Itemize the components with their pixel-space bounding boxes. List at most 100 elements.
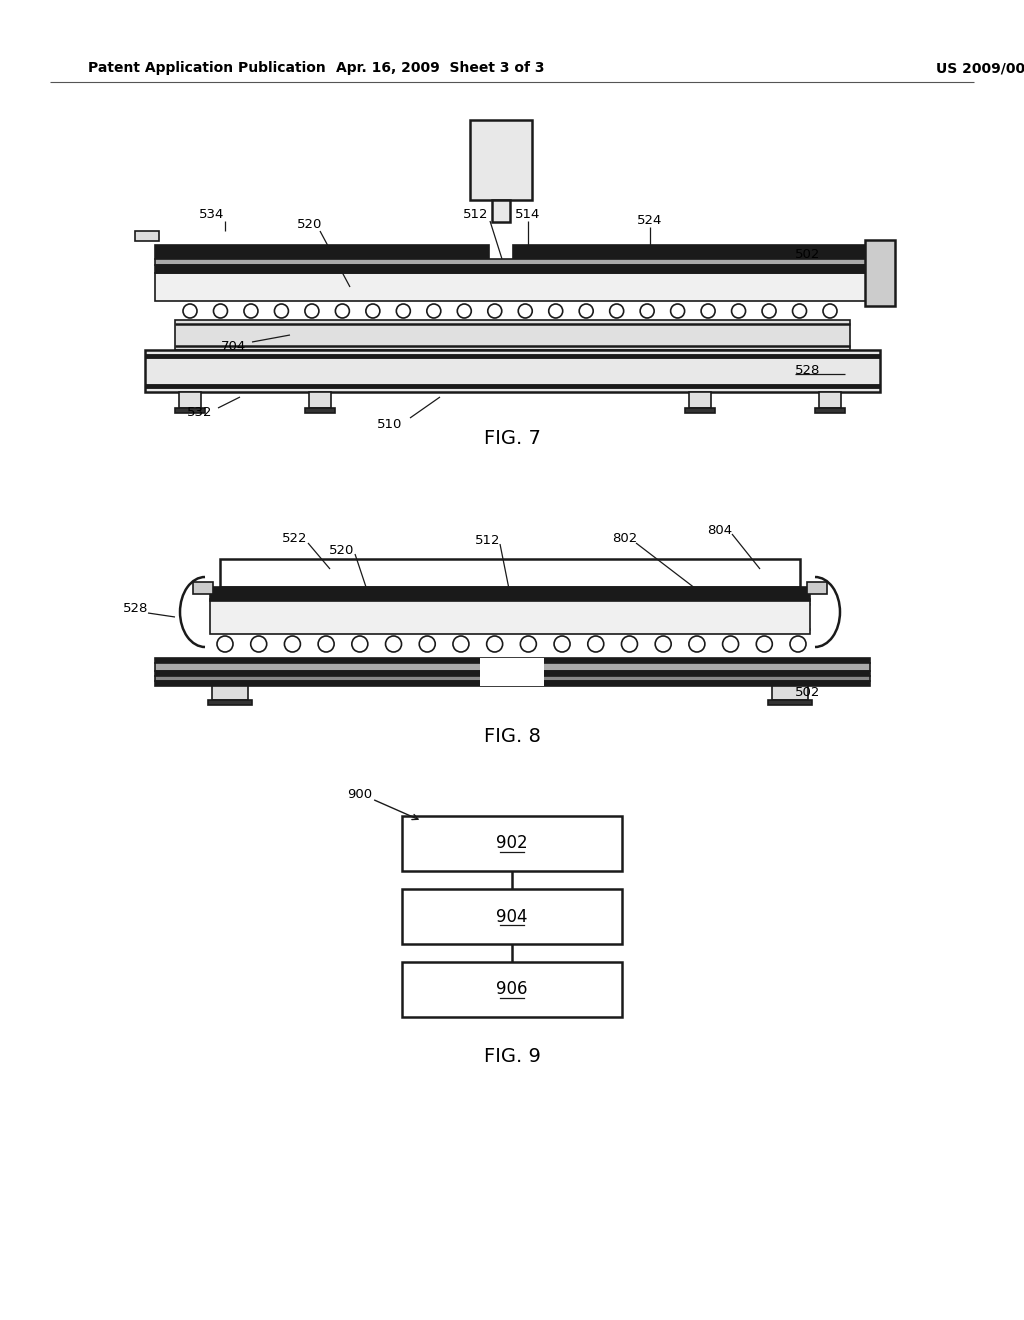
Circle shape (336, 304, 349, 318)
Circle shape (622, 636, 638, 652)
Bar (135, 231, 159, 242)
Circle shape (285, 636, 300, 652)
Circle shape (274, 304, 289, 318)
Bar (309, 392, 331, 408)
Circle shape (757, 636, 772, 652)
Bar (212, 686, 248, 700)
Bar (155, 676, 870, 681)
Circle shape (549, 304, 563, 318)
Circle shape (823, 304, 837, 318)
Text: 534: 534 (200, 209, 224, 222)
Circle shape (458, 304, 471, 318)
Bar (402, 816, 622, 871)
Circle shape (640, 304, 654, 318)
Bar (155, 246, 489, 259)
Circle shape (427, 304, 440, 318)
Bar (155, 273, 870, 301)
Text: FIG. 9: FIG. 9 (483, 1048, 541, 1067)
Bar (402, 888, 622, 944)
Circle shape (487, 304, 502, 318)
Text: 510: 510 (377, 417, 402, 430)
Text: FIG. 8: FIG. 8 (483, 726, 541, 746)
Text: 502: 502 (795, 686, 820, 700)
Text: 528: 528 (123, 602, 148, 615)
Circle shape (366, 304, 380, 318)
Circle shape (419, 636, 435, 652)
Text: FIG. 7: FIG. 7 (483, 429, 541, 447)
Text: 512: 512 (475, 533, 501, 546)
Text: 900: 900 (347, 788, 373, 800)
Circle shape (731, 304, 745, 318)
Text: 904: 904 (497, 908, 527, 925)
Text: 804: 804 (708, 524, 732, 536)
Circle shape (352, 636, 368, 652)
Bar (155, 265, 870, 273)
Circle shape (609, 304, 624, 318)
Bar (155, 663, 870, 671)
Bar (145, 350, 880, 392)
Bar (210, 599, 810, 634)
Circle shape (244, 304, 258, 318)
Bar (772, 686, 808, 700)
Circle shape (385, 636, 401, 652)
Circle shape (518, 304, 532, 318)
Circle shape (396, 304, 411, 318)
Bar (193, 582, 213, 594)
Bar (175, 408, 205, 413)
Text: 514: 514 (515, 209, 541, 222)
Circle shape (213, 304, 227, 318)
Bar (492, 201, 510, 222)
Circle shape (655, 636, 671, 652)
Bar (220, 558, 800, 587)
Text: 520: 520 (297, 219, 323, 231)
Bar (865, 240, 895, 306)
Bar (470, 120, 532, 201)
Text: 704: 704 (221, 339, 246, 352)
Bar (807, 582, 827, 594)
Circle shape (305, 304, 318, 318)
Circle shape (671, 304, 685, 318)
Bar (685, 408, 715, 413)
Circle shape (588, 636, 604, 652)
Circle shape (520, 636, 537, 652)
Circle shape (251, 636, 266, 652)
Circle shape (580, 304, 593, 318)
Bar (155, 657, 870, 663)
Text: Apr. 16, 2009  Sheet 3 of 3: Apr. 16, 2009 Sheet 3 of 3 (336, 61, 544, 75)
Bar (305, 408, 335, 413)
Bar (208, 700, 252, 705)
Circle shape (790, 636, 806, 652)
Bar (819, 392, 841, 408)
Text: 902: 902 (497, 834, 527, 853)
Text: US 2009/0096112 A1: US 2009/0096112 A1 (936, 61, 1024, 75)
Circle shape (183, 304, 197, 318)
Text: 532: 532 (187, 405, 213, 418)
Bar (179, 392, 201, 408)
Circle shape (554, 636, 570, 652)
Bar (210, 587, 810, 601)
Circle shape (701, 304, 715, 318)
Circle shape (689, 636, 705, 652)
Bar (155, 671, 870, 676)
Text: 528: 528 (795, 363, 820, 376)
Text: 512: 512 (463, 209, 488, 222)
Circle shape (762, 304, 776, 318)
Bar (815, 408, 845, 413)
Text: 502: 502 (795, 248, 820, 261)
Circle shape (453, 636, 469, 652)
Text: Patent Application Publication: Patent Application Publication (88, 61, 326, 75)
Text: 520: 520 (330, 544, 354, 557)
Circle shape (793, 304, 807, 318)
Bar (513, 246, 870, 259)
Bar (402, 962, 622, 1016)
Circle shape (217, 636, 233, 652)
Text: 524: 524 (637, 214, 663, 227)
Bar (768, 700, 812, 705)
Text: 522: 522 (283, 532, 308, 544)
Bar (689, 392, 711, 408)
Bar (155, 259, 870, 265)
Circle shape (486, 636, 503, 652)
Bar (480, 657, 544, 686)
Text: 802: 802 (612, 532, 638, 544)
Bar (155, 681, 870, 686)
